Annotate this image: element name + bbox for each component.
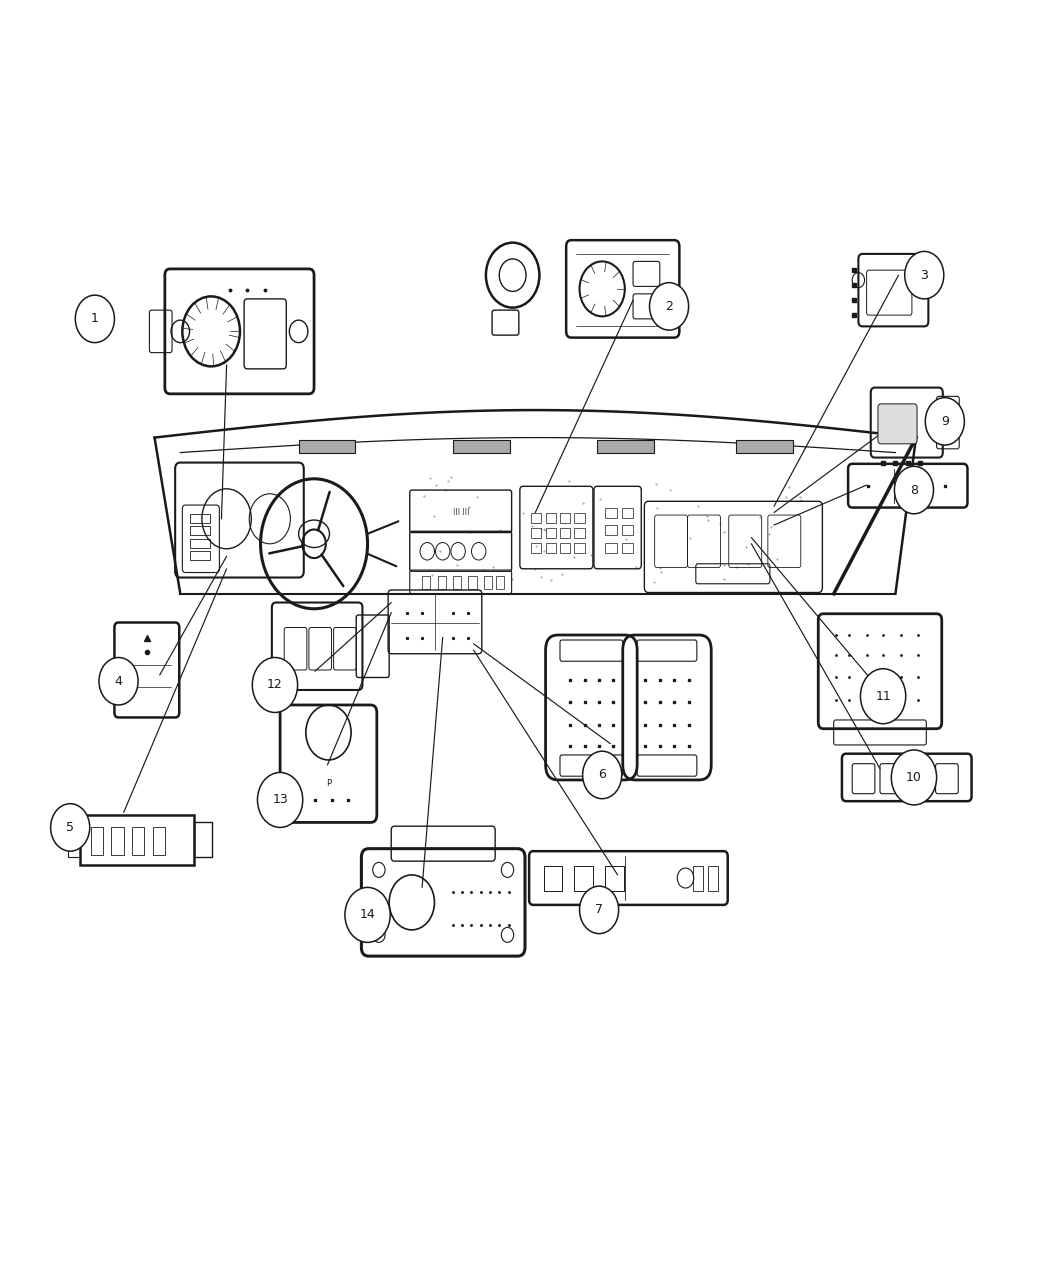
Bar: [546, 513, 555, 523]
Text: 7: 7: [595, 904, 603, 917]
Circle shape: [580, 886, 618, 933]
Circle shape: [905, 251, 944, 298]
Text: 13: 13: [272, 793, 288, 806]
Bar: [560, 513, 570, 523]
Text: 3: 3: [920, 269, 928, 282]
Bar: [81, 815, 193, 864]
Text: 12: 12: [267, 678, 282, 691]
Bar: [453, 440, 509, 453]
Bar: [190, 527, 210, 535]
Circle shape: [50, 803, 89, 852]
Bar: [544, 866, 562, 891]
Bar: [90, 827, 103, 856]
Bar: [497, 576, 504, 589]
Circle shape: [895, 467, 933, 514]
Circle shape: [650, 283, 689, 330]
Text: 6: 6: [598, 769, 606, 782]
Circle shape: [99, 658, 139, 705]
Text: P: P: [326, 779, 331, 788]
Bar: [298, 440, 355, 453]
Bar: [574, 866, 593, 891]
Text: 2: 2: [665, 300, 673, 312]
Bar: [193, 822, 212, 857]
Bar: [531, 513, 542, 523]
Bar: [622, 525, 633, 536]
Circle shape: [891, 750, 937, 805]
Circle shape: [860, 668, 906, 724]
Bar: [453, 576, 461, 589]
Bar: [422, 576, 430, 589]
Bar: [693, 866, 704, 891]
Bar: [622, 507, 633, 518]
Bar: [190, 514, 210, 523]
Text: ||| |||: ||| |||: [453, 507, 469, 515]
Bar: [605, 507, 616, 518]
Bar: [574, 513, 585, 523]
Circle shape: [925, 398, 964, 445]
Bar: [605, 866, 624, 891]
Bar: [574, 528, 585, 538]
Text: 11: 11: [876, 690, 891, 703]
Bar: [531, 528, 542, 538]
Bar: [190, 539, 210, 547]
Bar: [190, 551, 210, 560]
Bar: [605, 525, 616, 536]
Bar: [132, 827, 144, 856]
Text: 14: 14: [360, 908, 376, 922]
Bar: [484, 576, 492, 589]
Bar: [736, 440, 793, 453]
Text: 10: 10: [906, 771, 922, 784]
Bar: [560, 528, 570, 538]
Bar: [546, 528, 555, 538]
FancyBboxPatch shape: [878, 404, 917, 444]
Bar: [68, 822, 81, 857]
Bar: [152, 827, 165, 856]
Bar: [597, 440, 653, 453]
Text: 9: 9: [941, 414, 949, 428]
Bar: [574, 543, 585, 552]
Circle shape: [344, 887, 391, 942]
Circle shape: [257, 773, 302, 827]
Text: 5: 5: [66, 821, 75, 834]
Text: 8: 8: [910, 483, 918, 496]
Bar: [546, 543, 555, 552]
Bar: [605, 543, 616, 552]
Text: 4: 4: [114, 674, 123, 687]
Circle shape: [76, 295, 114, 343]
Circle shape: [252, 658, 297, 713]
Bar: [560, 543, 570, 552]
Bar: [111, 827, 124, 856]
Bar: [438, 576, 446, 589]
Bar: [622, 543, 633, 552]
Text: 1: 1: [91, 312, 99, 325]
Bar: [708, 866, 718, 891]
Circle shape: [583, 751, 622, 798]
Bar: [531, 543, 542, 552]
Bar: [468, 576, 477, 589]
